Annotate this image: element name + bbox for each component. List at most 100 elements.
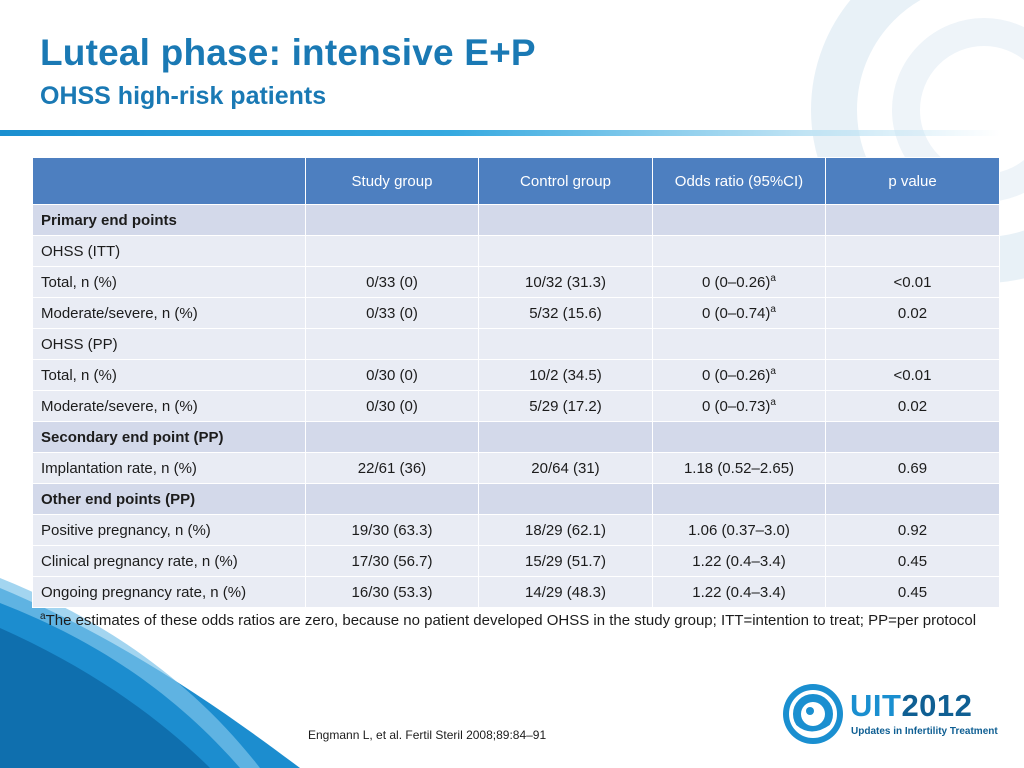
study-group-cell: 0/33 (0) <box>305 297 479 329</box>
study-group-cell: 0/33 (0) <box>305 266 479 298</box>
uit2012-logo: UIT2012 Updates in Infertility Treatment <box>781 682 998 748</box>
odds-ratio-cell <box>652 421 826 453</box>
row-label: Ongoing pregnancy rate, n (%) <box>32 576 306 608</box>
table-row: Moderate/severe, n (%) 0/33 (0) 5/32 (15… <box>32 297 1000 329</box>
row-label: OHSS (PP) <box>32 328 306 360</box>
slide-title: Luteal phase: intensive E+P <box>40 32 536 73</box>
footnote-marker: a <box>770 272 776 284</box>
odds-ratio-cell: 1.22 (0.4–3.4) <box>652 545 826 577</box>
footnote-marker: a <box>770 396 776 408</box>
header-control-group: Control group <box>478 157 653 205</box>
study-group-cell: 16/30 (53.3) <box>305 576 479 608</box>
study-group-cell <box>305 483 479 515</box>
row-label: Total, n (%) <box>32 359 306 391</box>
row-label: Positive pregnancy, n (%) <box>32 514 306 546</box>
control-group-cell: 10/32 (31.3) <box>478 266 653 298</box>
title-divider <box>0 130 1000 136</box>
row-label: Total, n (%) <box>32 266 306 298</box>
study-group-cell: 19/30 (63.3) <box>305 514 479 546</box>
odds-ratio-cell: 1.22 (0.4–3.4) <box>652 576 826 608</box>
odds-ratio-cell <box>652 204 826 236</box>
p-value-cell <box>825 328 1000 360</box>
control-group-cell <box>478 204 653 236</box>
header-p-value: p value <box>825 157 1000 205</box>
logo-emblem-icon <box>783 684 843 744</box>
row-label: Implantation rate, n (%) <box>32 452 306 484</box>
odds-ratio-cell: 0 (0–0.26)a <box>652 266 826 298</box>
table-section-row: Other end points (PP) <box>32 483 1000 515</box>
table-row: Implantation rate, n (%) 22/61 (36) 20/6… <box>32 452 1000 484</box>
odds-ratio-cell <box>652 235 826 267</box>
citation-reference: Engmann L, et al. Fertil Steril 2008;89:… <box>308 728 547 742</box>
footnote-marker: a <box>770 365 776 377</box>
slide-subtitle: OHSS high-risk patients <box>40 82 327 110</box>
p-value-cell: 0.02 <box>825 297 1000 329</box>
control-group-cell <box>478 235 653 267</box>
control-group-cell: 15/29 (51.7) <box>478 545 653 577</box>
table-row: Clinical pregnancy rate, n (%) 17/30 (56… <box>32 545 1000 577</box>
control-group-cell: 5/29 (17.2) <box>478 390 653 422</box>
table-row: Ongoing pregnancy rate, n (%) 16/30 (53.… <box>32 576 1000 608</box>
table-row: Total, n (%) 0/33 (0) 10/32 (31.3) 0 (0–… <box>32 266 1000 298</box>
p-value-cell: 0.45 <box>825 545 1000 577</box>
row-label: Clinical pregnancy rate, n (%) <box>32 545 306 577</box>
study-group-cell: 0/30 (0) <box>305 390 479 422</box>
table-row: Moderate/severe, n (%) 0/30 (0) 5/29 (17… <box>32 390 1000 422</box>
odds-ratio-cell <box>652 483 826 515</box>
footnote-marker: a <box>770 303 776 315</box>
background-wave-graphic <box>0 578 300 768</box>
p-value-cell: 0.92 <box>825 514 1000 546</box>
control-group-cell <box>478 328 653 360</box>
odds-ratio-cell: 0 (0–0.74)a <box>652 297 826 329</box>
study-group-cell <box>305 235 479 267</box>
p-value-cell <box>825 421 1000 453</box>
odds-ratio-value: 0 (0–0.73) <box>702 397 771 415</box>
p-value-cell: <0.01 <box>825 359 1000 391</box>
control-group-cell <box>478 421 653 453</box>
footnote-marker: a <box>40 611 46 622</box>
study-group-cell <box>305 204 479 236</box>
p-value-cell: 0.69 <box>825 452 1000 484</box>
row-label: Primary end points <box>32 204 306 236</box>
logo-name-year: 2012 <box>901 688 973 723</box>
p-value-cell <box>825 204 1000 236</box>
row-label: Other end points (PP) <box>32 483 306 515</box>
row-label: Moderate/severe, n (%) <box>32 390 306 422</box>
row-label: Moderate/severe, n (%) <box>32 297 306 329</box>
table-row: OHSS (PP) <box>32 328 1000 360</box>
control-group-cell: 14/29 (48.3) <box>478 576 653 608</box>
odds-ratio-cell: 0 (0–0.26)a <box>652 359 826 391</box>
logo-tagline: Updates in Infertility Treatment <box>851 726 998 737</box>
row-label: OHSS (ITT) <box>32 235 306 267</box>
header-study-group: Study group <box>305 157 479 205</box>
odds-ratio-value: 0 (0–0.74) <box>702 304 771 322</box>
table-section-row: Secondary end point (PP) <box>32 421 1000 453</box>
study-group-cell: 17/30 (56.7) <box>305 545 479 577</box>
results-table: Study group Control group Odds ratio (95… <box>32 157 1000 608</box>
odds-ratio-cell: 1.06 (0.37–3.0) <box>652 514 826 546</box>
header-cell-empty <box>32 157 306 205</box>
control-group-cell <box>478 483 653 515</box>
control-group-cell: 20/64 (31) <box>478 452 653 484</box>
p-value-cell: 0.45 <box>825 576 1000 608</box>
row-label: Secondary end point (PP) <box>32 421 306 453</box>
logo-name-part1: UIT <box>850 688 902 723</box>
control-group-cell: 5/32 (15.6) <box>478 297 653 329</box>
p-value-cell: <0.01 <box>825 266 1000 298</box>
odds-ratio-cell <box>652 328 826 360</box>
study-group-cell <box>305 328 479 360</box>
p-value-cell <box>825 483 1000 515</box>
logo-wordmark: UIT2012 <box>850 688 972 724</box>
odds-ratio-value: 0 (0–0.26) <box>702 366 771 384</box>
control-group-cell: 10/2 (34.5) <box>478 359 653 391</box>
header-odds-ratio: Odds ratio (95%CI) <box>652 157 826 205</box>
footnote-text: The estimates of these odds ratios are z… <box>45 612 977 629</box>
study-group-cell: 22/61 (36) <box>305 452 479 484</box>
study-group-cell <box>305 421 479 453</box>
table-row: OHSS (ITT) <box>32 235 1000 267</box>
p-value-cell <box>825 235 1000 267</box>
odds-ratio-cell: 1.18 (0.52–2.65) <box>652 452 826 484</box>
table-section-row: Primary end points <box>32 204 1000 236</box>
table-row: Total, n (%) 0/30 (0) 10/2 (34.5) 0 (0–0… <box>32 359 1000 391</box>
